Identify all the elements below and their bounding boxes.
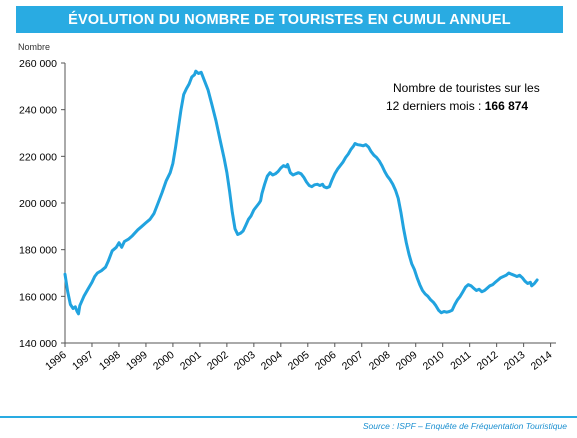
x-tick-label: 2002 bbox=[205, 349, 231, 373]
series bbox=[63, 69, 539, 316]
annotation-value: 166 874 bbox=[485, 99, 529, 113]
y-tick-label: 140 000 bbox=[19, 338, 57, 350]
y-tick-label: 180 000 bbox=[19, 245, 57, 257]
y-tick-label: 200 000 bbox=[19, 198, 57, 210]
x-tick-label: 2013 bbox=[502, 349, 528, 373]
x-tick-label: 2001 bbox=[178, 349, 204, 373]
x-tick-label: 2007 bbox=[340, 349, 366, 373]
title-banner: ÉVOLUTION DU NOMBRE DE TOURISTES EN CUMU… bbox=[16, 6, 563, 33]
x-tick-label: 2004 bbox=[259, 349, 285, 373]
x-tick-label: 2014 bbox=[529, 349, 555, 373]
footer-divider bbox=[0, 416, 577, 418]
y-tick-label: 240 000 bbox=[19, 105, 57, 117]
annotation: Nombre de touristes sur les 12 derniers … bbox=[386, 81, 540, 113]
x-tick-label: 2009 bbox=[394, 349, 420, 373]
x-tick-label: 2008 bbox=[367, 349, 393, 373]
axes bbox=[61, 62, 556, 347]
x-tick-label: 2006 bbox=[313, 349, 339, 373]
chart-title: ÉVOLUTION DU NOMBRE DE TOURISTES EN CUMU… bbox=[68, 11, 511, 28]
x-tick-label: 2011 bbox=[448, 349, 473, 372]
x-tick-label: 2012 bbox=[475, 349, 501, 373]
x-tick-label: 2005 bbox=[286, 349, 312, 373]
y-tick-label: 220 000 bbox=[19, 151, 57, 163]
x-tick-label: 1996 bbox=[43, 349, 69, 373]
source-note: Source : ISPF – Enquête de Fréquentation… bbox=[362, 421, 567, 431]
x-tick-label: 1998 bbox=[97, 349, 123, 373]
x-tick-label: 2010 bbox=[421, 349, 447, 373]
x-tick-label: 1997 bbox=[70, 349, 96, 373]
annotation-line-2: 12 derniers mois : 166 874 bbox=[386, 99, 528, 113]
annotation-line-1: Nombre de touristes sur les bbox=[393, 81, 540, 95]
x-tick-label: 2003 bbox=[232, 349, 258, 373]
annotation-line-2-prefix: 12 derniers mois : bbox=[386, 99, 485, 113]
x-tick-label: 2000 bbox=[151, 349, 177, 373]
y-tick-label: 260 000 bbox=[19, 58, 57, 70]
y-axis-label: Nombre bbox=[18, 42, 50, 52]
series-line bbox=[63, 69, 539, 316]
y-tick-label: 160 000 bbox=[19, 291, 57, 303]
x-tick-label: 1999 bbox=[124, 349, 150, 373]
